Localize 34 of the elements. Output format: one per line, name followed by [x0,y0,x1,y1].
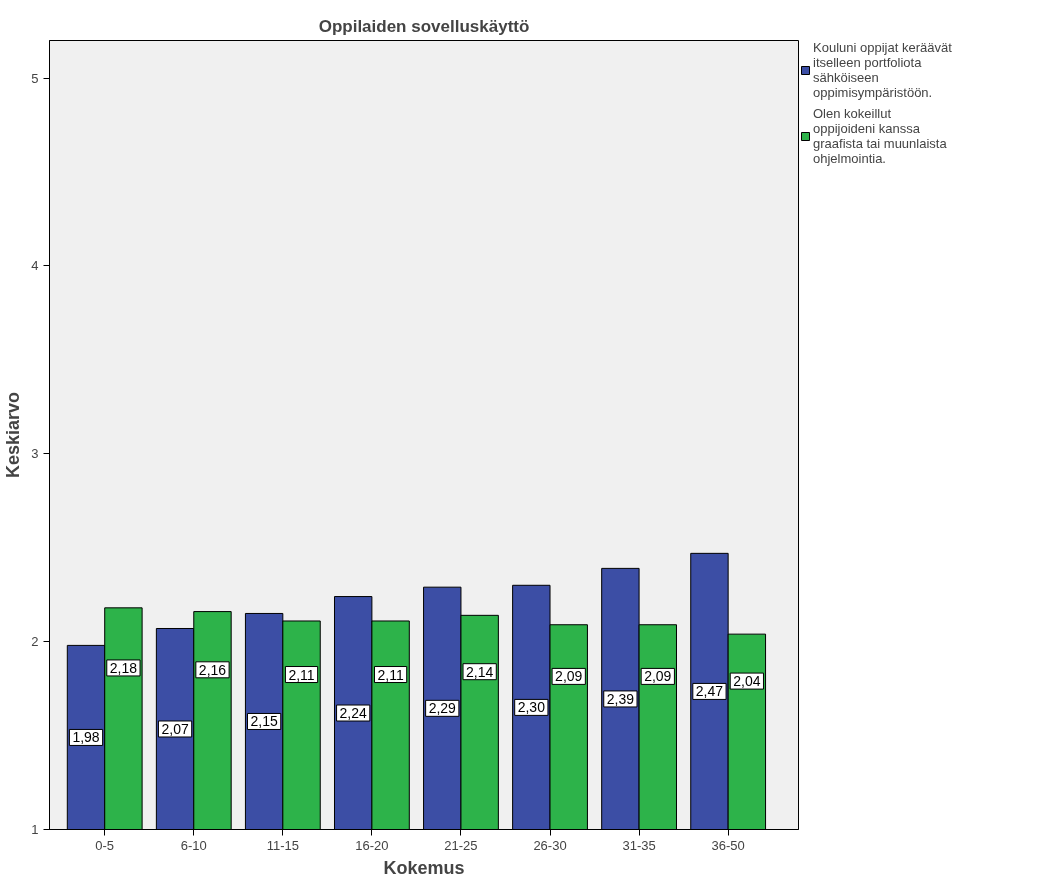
data-label: 2,04 [733,673,761,690]
data-label: 2,07 [161,721,189,737]
data-label: 2,15 [250,713,278,730]
data-label: 2,47 [695,683,724,700]
data-label: 2,09 [644,668,672,685]
y-tick-label: 1 [31,822,39,837]
y-tick-label: 3 [31,446,39,462]
data-label: 2,11 [288,666,315,683]
data-label: 2,11 [377,666,404,683]
y-axis-title: Keskiarvo [3,391,24,479]
data-label: 2,14 [466,663,494,680]
x-tick-label: 11-15 [266,837,299,853]
x-tick-label: 16-20 [355,837,389,853]
x-tick-label: 0-5 [95,837,115,853]
chart-title: Oppilaiden sovelluskäyttö [318,16,530,36]
x-tick-label: 36-50 [711,837,745,853]
y-tick-label: 2 [31,634,39,650]
x-tick-label: 31-35 [622,837,656,853]
data-label: 2,29 [428,700,457,717]
data-label: 2,30 [517,699,546,716]
data-label: 1,98 [72,729,100,746]
y-tick-label: 4 [31,258,39,274]
legend-label: Kouluni oppijat keräävät itselleen portfoliota sähköiseen oppimisympäristöön. [813,40,952,100]
data-label: 2,09 [555,668,583,685]
data-label: 2,24 [339,705,368,722]
x-tick-label: 26-30 [533,837,567,853]
x-tick-label: 6-10 [180,837,207,853]
x-axis-title: Kokemus [383,857,465,878]
data-label: 2,18 [109,659,138,676]
data-label: 2,39 [606,690,635,707]
legend-label: Olen kokeillut oppijoideni kanssa graafista tai muunlaista ohjelmointia. [813,106,947,166]
y-tick-label: 5 [31,70,39,86]
x-tick-label: 21-25 [444,837,478,853]
data-label: 2,16 [198,661,227,678]
